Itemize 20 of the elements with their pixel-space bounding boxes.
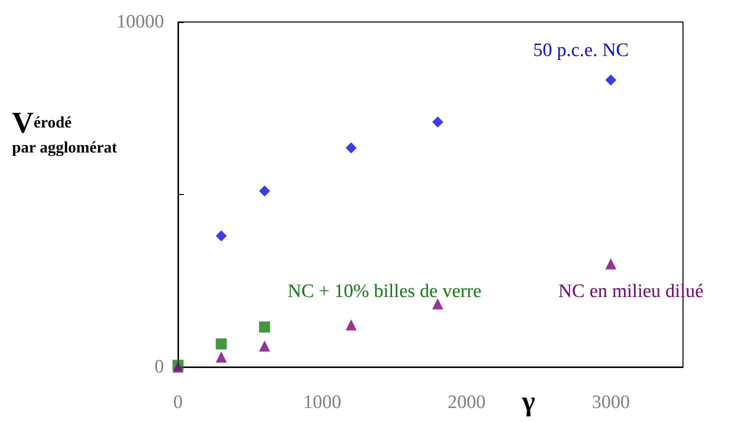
point — [346, 142, 357, 154]
point — [216, 338, 227, 350]
point — [259, 186, 270, 197]
y-tick-label: 10000 — [116, 12, 164, 32]
x-axis-title: γ — [521, 386, 536, 418]
point — [216, 351, 227, 362]
point — [432, 298, 444, 310]
point — [346, 319, 357, 330]
x-tick-label: 3000 — [592, 392, 630, 413]
series-label: 50 p.c.e. NC — [533, 40, 629, 61]
series-label: NC + 10% billes de verre — [288, 280, 482, 302]
x-tick-label: 1000 — [303, 392, 342, 413]
x-tick-label: 2000 — [448, 392, 486, 413]
point — [259, 340, 270, 352]
point — [605, 74, 616, 86]
point — [432, 116, 444, 128]
x-tick-label: 0 — [173, 392, 183, 413]
point — [259, 321, 270, 332]
point — [605, 258, 616, 270]
point — [216, 230, 227, 242]
